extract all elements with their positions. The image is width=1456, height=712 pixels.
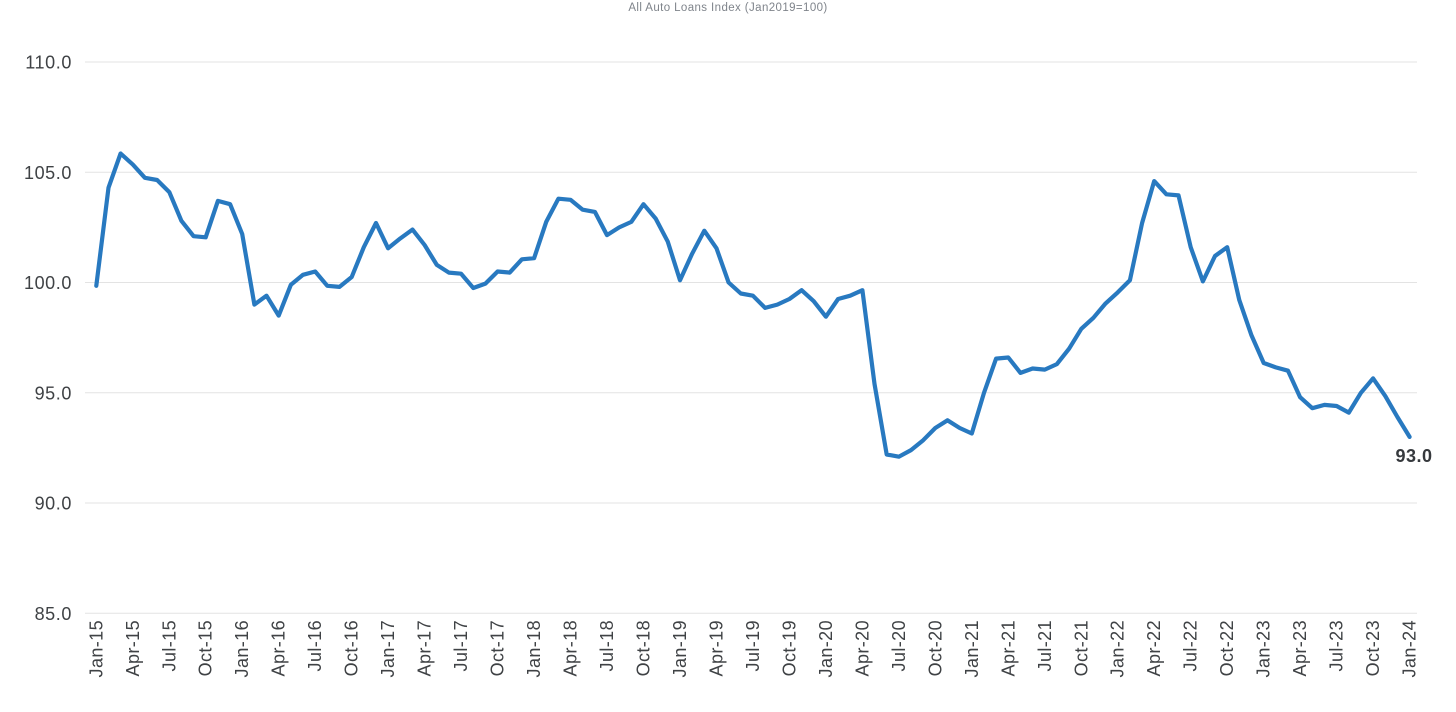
x-axis-tick-label: Apr-22	[1144, 620, 1164, 676]
x-axis-tick-label: Jul-21	[1035, 620, 1055, 671]
x-axis-tick-label: Apr-19	[707, 620, 727, 676]
y-axis-tick-label: 105.0	[24, 163, 72, 183]
x-axis-tick-label: Oct-19	[779, 620, 799, 676]
x-axis-tick-label: Jul-15	[159, 620, 179, 671]
x-axis-tick-label: Jan-21	[962, 620, 982, 677]
x-axis-tick-label: Apr-23	[1290, 620, 1310, 676]
x-axis-tick-label: Jul-19	[743, 620, 763, 671]
x-axis-tick-label: Jul-20	[889, 620, 909, 671]
x-axis-tick-label: Jul-23	[1327, 620, 1347, 671]
x-axis-tick-label: Jan-19	[670, 620, 690, 677]
x-axis-tick-label: Jul-22	[1181, 620, 1201, 671]
x-axis-tick-label: Apr-18	[561, 620, 581, 676]
x-axis-tick-label: Jan-16	[232, 620, 252, 677]
y-axis-tick-label: 90.0	[35, 494, 72, 514]
x-axis-tick-label: Jul-18	[597, 620, 617, 671]
x-axis-tick-label: Jan-24	[1400, 620, 1420, 677]
y-axis-tick-label: 100.0	[24, 273, 72, 293]
x-axis-tick-label: Oct-16	[342, 620, 362, 676]
x-axis-tick-label: Apr-15	[123, 620, 143, 676]
x-axis-tick-label: Apr-21	[998, 620, 1018, 676]
x-axis-tick-label: Jan-20	[816, 620, 836, 677]
x-axis-tick-label: Oct-22	[1217, 620, 1237, 676]
x-axis-tick-label: Oct-15	[196, 620, 216, 676]
chart-title: All Auto Loans Index (Jan2019=100)	[628, 2, 828, 14]
y-axis-tick-label: 85.0	[35, 604, 72, 624]
x-axis-tick-label: Oct-18	[634, 620, 654, 676]
x-axis-tick-label: Oct-23	[1363, 620, 1383, 676]
x-axis-tick-label: Jan-23	[1254, 620, 1274, 677]
x-axis-tick-label: Apr-20	[852, 620, 872, 676]
y-axis-tick-label: 95.0	[35, 383, 72, 403]
last-point-value-label: 93.0	[1395, 446, 1433, 466]
x-axis-tick-label: Oct-21	[1071, 620, 1091, 676]
x-axis-tick-label: Jan-18	[524, 620, 544, 677]
x-axis-tick-label: Oct-20	[925, 620, 945, 676]
x-axis-tick-label: Jan-17	[378, 620, 398, 677]
y-axis-tick-label: 110.0	[25, 53, 72, 73]
x-axis-tick-label: Jul-17	[451, 620, 471, 671]
x-axis-tick-label: Jan-15	[86, 620, 106, 677]
x-axis-tick-label: Apr-17	[415, 620, 435, 676]
x-axis-tick-label: Apr-16	[269, 620, 289, 676]
auto-loans-index-line	[94, 151, 1412, 459]
x-axis-tick-label: Oct-17	[488, 620, 508, 676]
x-axis-tick-label: Jul-16	[305, 620, 325, 671]
x-axis-tick-label: Jan-22	[1108, 620, 1128, 677]
